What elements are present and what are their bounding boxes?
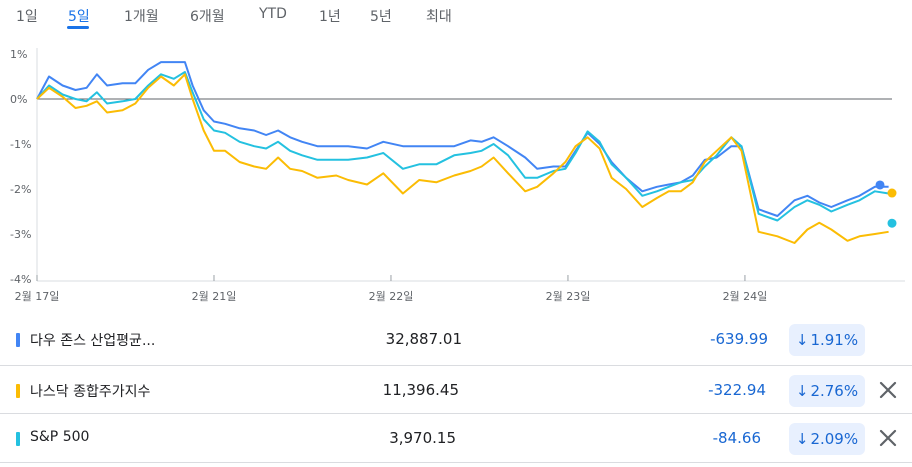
tab-7[interactable]: 최대: [426, 9, 452, 25]
x-tick-label: 2월 21일: [192, 289, 237, 303]
series-color-swatch: [16, 432, 20, 446]
y-tick-label: -3%: [10, 228, 31, 241]
end-point-2: [887, 188, 897, 198]
index-price: 3,970.15: [389, 429, 456, 447]
tab-3[interactable]: 6개월: [190, 9, 225, 25]
row-divider: [0, 365, 912, 366]
index-price: 32,887.01: [385, 330, 462, 348]
series-line-1: [36, 71, 889, 222]
index-row[interactable]: 다우 존스 산업평균... 32,887.01 -639.99 ↓ 1.91%: [0, 315, 912, 365]
close-icon[interactable]: [876, 426, 900, 450]
x-tick-label: 2월 17일: [15, 289, 60, 303]
active-tab-underline: [67, 26, 89, 29]
index-change: -322.94: [708, 381, 766, 399]
arrow-down-icon: ↓: [795, 382, 809, 400]
tab-5[interactable]: 1년: [319, 9, 341, 25]
x-tick-label: 2월 22일: [369, 289, 414, 303]
index-name: 나스닥 종합주가지수: [30, 384, 151, 400]
index-change: -639.99: [710, 330, 768, 348]
series-color-swatch: [16, 333, 20, 347]
tab-6[interactable]: 5년: [370, 9, 392, 25]
x-tick-label: 2월 23일: [546, 289, 591, 303]
percent-change-badge: ↓ 1.91%: [789, 324, 865, 356]
index-price: 11,396.45: [382, 381, 459, 399]
close-icon[interactable]: [876, 378, 900, 402]
series-color-swatch: [16, 384, 20, 398]
y-tick-label: 1%: [10, 48, 27, 61]
percent-change-badge: ↓ 2.09%: [789, 423, 865, 455]
y-tick-label: -2%: [10, 183, 31, 196]
percent-change-value: 2.09%: [810, 430, 859, 448]
tab-2[interactable]: 1개월: [124, 9, 159, 25]
series-line-2: [36, 73, 889, 244]
end-point-0: [875, 180, 885, 190]
series-line-0: [36, 61, 889, 217]
index-change: -84.66: [712, 429, 761, 447]
percent-change-value: 1.91%: [810, 331, 859, 349]
arrow-down-icon: ↓: [795, 331, 809, 349]
line-chart: 1% 0% -1% -2% -3% -4% 2월 17일 2월 21일 2월 22일 2월 23일…: [10, 48, 905, 303]
percent-change-value: 2.76%: [810, 382, 859, 400]
close-icon-glyph: [879, 429, 897, 447]
end-point-1: [887, 218, 897, 228]
row-divider: [0, 413, 912, 414]
index-row[interactable]: 나스닥 종합주가지수 11,396.45 -322.94 ↓ 2.76%: [0, 366, 912, 416]
row-divider: [0, 462, 912, 463]
y-tick-label: 0%: [10, 93, 27, 106]
range-tabs: 1일 5일 1개월 6개월 YTD 1년 5년 최대: [0, 0, 912, 30]
tab-1[interactable]: 5일: [68, 9, 90, 25]
percent-change-badge: ↓ 2.76%: [789, 375, 865, 407]
arrow-down-icon: ↓: [795, 430, 809, 448]
tab-0[interactable]: 1일: [16, 9, 38, 25]
index-row[interactable]: S&P 500 3,970.15 -84.66 ↓ 2.09%: [0, 414, 912, 464]
close-icon-glyph: [879, 381, 897, 399]
tab-4[interactable]: YTD: [259, 6, 287, 22]
index-name: S&P 500: [30, 429, 90, 445]
index-name: 다우 존스 산업평균...: [30, 333, 156, 349]
x-tick-label: 2월 24일: [723, 289, 768, 303]
y-tick-label: -1%: [10, 138, 31, 151]
y-tick-label: -4%: [10, 273, 31, 286]
